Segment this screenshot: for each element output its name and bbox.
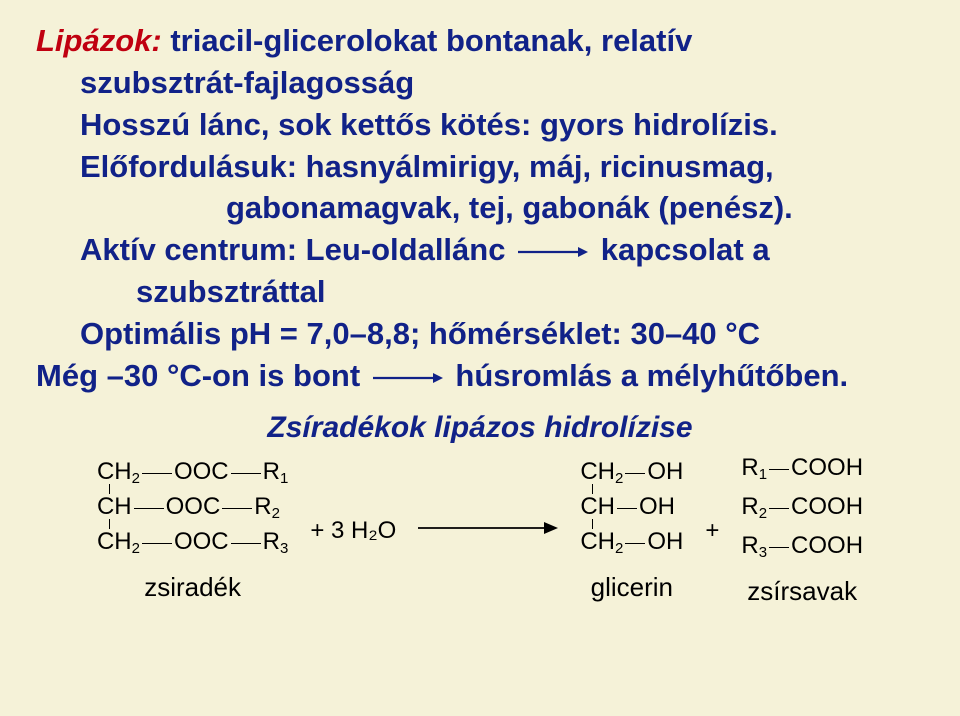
acid-row: R2COOH — [741, 494, 863, 519]
arrow-icon — [518, 245, 588, 259]
line-5: gabonamagvak, tej, gabonák (penész). — [36, 187, 924, 229]
acids-label: zsírsavak — [747, 576, 857, 607]
glycerol-molecule: CH2OH CHOH CH2OH — [580, 459, 683, 555]
line-6a: Aktív centrum: Leu-oldallánc — [80, 232, 505, 267]
arrow-icon — [373, 371, 443, 385]
plus-water: + 3 H₂O — [310, 517, 396, 545]
line-6b: kapcsolat a — [601, 232, 770, 267]
plus-sign: + — [705, 517, 719, 545]
line-3: Hosszú lánc, sok kettős kötés: gyors hid… — [36, 104, 924, 146]
line-7: szubsztráttal — [36, 271, 924, 313]
fat-row: CH2OOCR1 — [97, 459, 288, 484]
glycerol-label: glicerin — [591, 572, 673, 603]
glycerol-row: CH2OH — [580, 529, 683, 554]
glycerol-row: CH2OH — [580, 459, 683, 484]
title-rest: triacil-glicerolokat bontanak, relatív — [162, 23, 693, 58]
reaction-arrow-icon — [418, 518, 558, 543]
line-9b: húsromlás a mélyhűtőben. — [455, 358, 848, 393]
line-2: szubsztrát-fajlagosság — [36, 62, 924, 104]
line-8: Optimális pH = 7,0–8,8; hőmérséklet: 30–… — [36, 313, 924, 355]
fat-row: CH2OOCR3 — [97, 529, 288, 554]
acid-row: R1COOH — [741, 455, 863, 480]
line-1: Lipázok: triacil-glicerolokat bontanak, … — [36, 20, 924, 62]
glycerol-row: CHOH — [580, 494, 675, 519]
acids-molecule: R1COOH R2COOH R3COOH — [741, 455, 863, 559]
fat-label: zsiradék — [144, 572, 241, 603]
glycerol-column: CH2OH CHOH CH2OH glicerin — [580, 459, 683, 604]
fat-row: CHOOCR2 — [97, 494, 280, 519]
reaction-title: Zsíradékok lipázos hidrolízise — [36, 411, 924, 445]
line-9a: Még –30 °C-on is bont — [36, 358, 360, 393]
acid-row: R3COOH — [741, 533, 863, 558]
reaction-scheme: CH2OOCR1 CHOOCR2 CH2OOCR3 zsiradék + 3 H₂O… — [36, 455, 924, 608]
line-4: Előfordulásuk: hasnyálmirigy, máj, ricin… — [36, 146, 924, 188]
acids-column: R1COOH R2COOH R3COOH zsírsavak — [741, 455, 863, 608]
title-red: Lipázok: — [36, 23, 162, 58]
line-9: Még –30 °C-on is bont húsromlás a mélyhű… — [36, 355, 924, 397]
fat-molecule: CH2OOCR1 CHOOCR2 CH2OOCR3 — [97, 459, 288, 555]
line-6: Aktív centrum: Leu-oldallánc kapcsolat a — [36, 229, 924, 271]
fat-column: CH2OOCR1 CHOOCR2 CH2OOCR3 zsiradék — [97, 459, 288, 604]
